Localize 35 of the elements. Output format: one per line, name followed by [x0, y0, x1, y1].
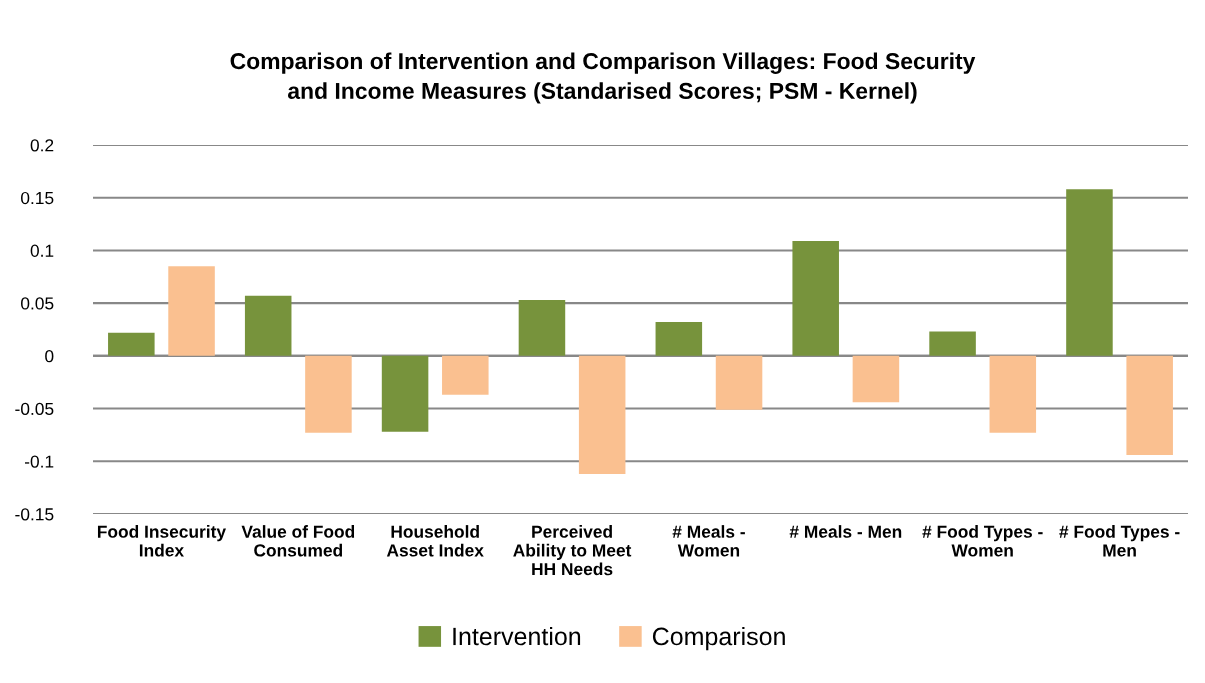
bar: [989, 355, 1037, 433]
bar: [108, 332, 155, 356]
y-tick-label: 0.05: [21, 297, 54, 310]
bar: [852, 355, 900, 403]
chart-title: Comparison of Intervention and Comparison Villages: Food Security and Income Measures (Standarised Scores; PSM - Kernel): [230, 52, 976, 104]
bar: [381, 355, 429, 432]
bar: [578, 355, 626, 474]
x-tick-label: Value of Food Consumed: [241, 525, 355, 557]
bar: [715, 355, 763, 410]
x-tick-label: # Food Types - Women: [922, 525, 1043, 557]
x-tick-label: # Meals - Men: [789, 525, 902, 538]
x-tick-label: # Meals - Women: [672, 525, 745, 557]
x-tick-label: Household Asset Index: [386, 525, 484, 557]
y-tick-label: 0: [45, 350, 54, 363]
bar: [305, 355, 352, 433]
y-tick-label: -0.15: [15, 508, 54, 521]
bar: [655, 322, 703, 356]
bar: [244, 295, 292, 356]
bar: [442, 355, 489, 395]
y-tick-label: -0.1: [24, 455, 54, 468]
x-tick-label: Perceived Ability to Meet HH Needs: [513, 525, 632, 576]
bar: [518, 299, 566, 356]
legend-label: Intervention: [453, 626, 581, 646]
legend-label: Comparison: [652, 626, 785, 651]
x-tick-label: Food Insecurity Index: [97, 525, 226, 557]
bar: [792, 240, 839, 356]
bar: [168, 266, 215, 356]
x-tick-label: # Food Types - Men: [1059, 525, 1180, 557]
bar: [929, 331, 976, 356]
bar: [1066, 189, 1113, 356]
y-tick-label: 0.2: [30, 139, 54, 152]
y-tick-label: 0.15: [21, 191, 54, 205]
bar: [1126, 355, 1173, 455]
y-tick-label: 0.1: [30, 244, 54, 257]
y-tick-label: -0.05: [15, 402, 54, 416]
